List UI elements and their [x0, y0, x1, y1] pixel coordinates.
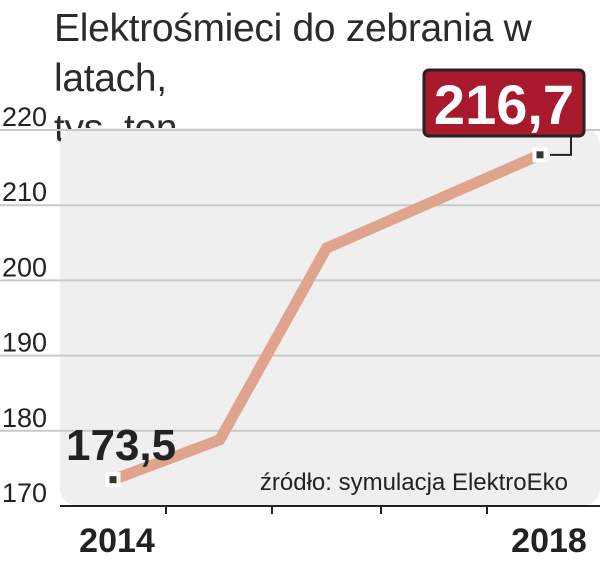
y-tick-label-180: 180 [2, 403, 47, 433]
y-tick-label-200: 200 [2, 252, 47, 282]
data-point-marker-2018 [536, 151, 544, 159]
data-label-2018: 216,7 [434, 73, 574, 136]
data-point-marker-2014 [109, 476, 117, 484]
plot-area [60, 128, 600, 506]
callout-box [422, 68, 586, 138]
chart-title: Elektrośmieci do zebrania w latach, tys.… [54, 4, 599, 154]
y-tick-label-170: 170 [2, 478, 47, 508]
data-label-2014: 173,5 [66, 421, 176, 470]
x-tick-label-2018: 2018 [511, 522, 587, 560]
y-tick-label-190: 190 [2, 328, 47, 358]
callout-leader-line [550, 134, 572, 156]
y-tick-label-210: 210 [2, 177, 47, 207]
series-line [111, 149, 543, 485]
y-tick-label-220: 220 [2, 102, 47, 132]
x-tick-label-2014: 2014 [79, 522, 155, 560]
chart-title-line-1: Elektrośmieci do zebrania w latach, [54, 7, 532, 100]
source-note: źródło: symulacja ElektroEko [260, 469, 568, 496]
